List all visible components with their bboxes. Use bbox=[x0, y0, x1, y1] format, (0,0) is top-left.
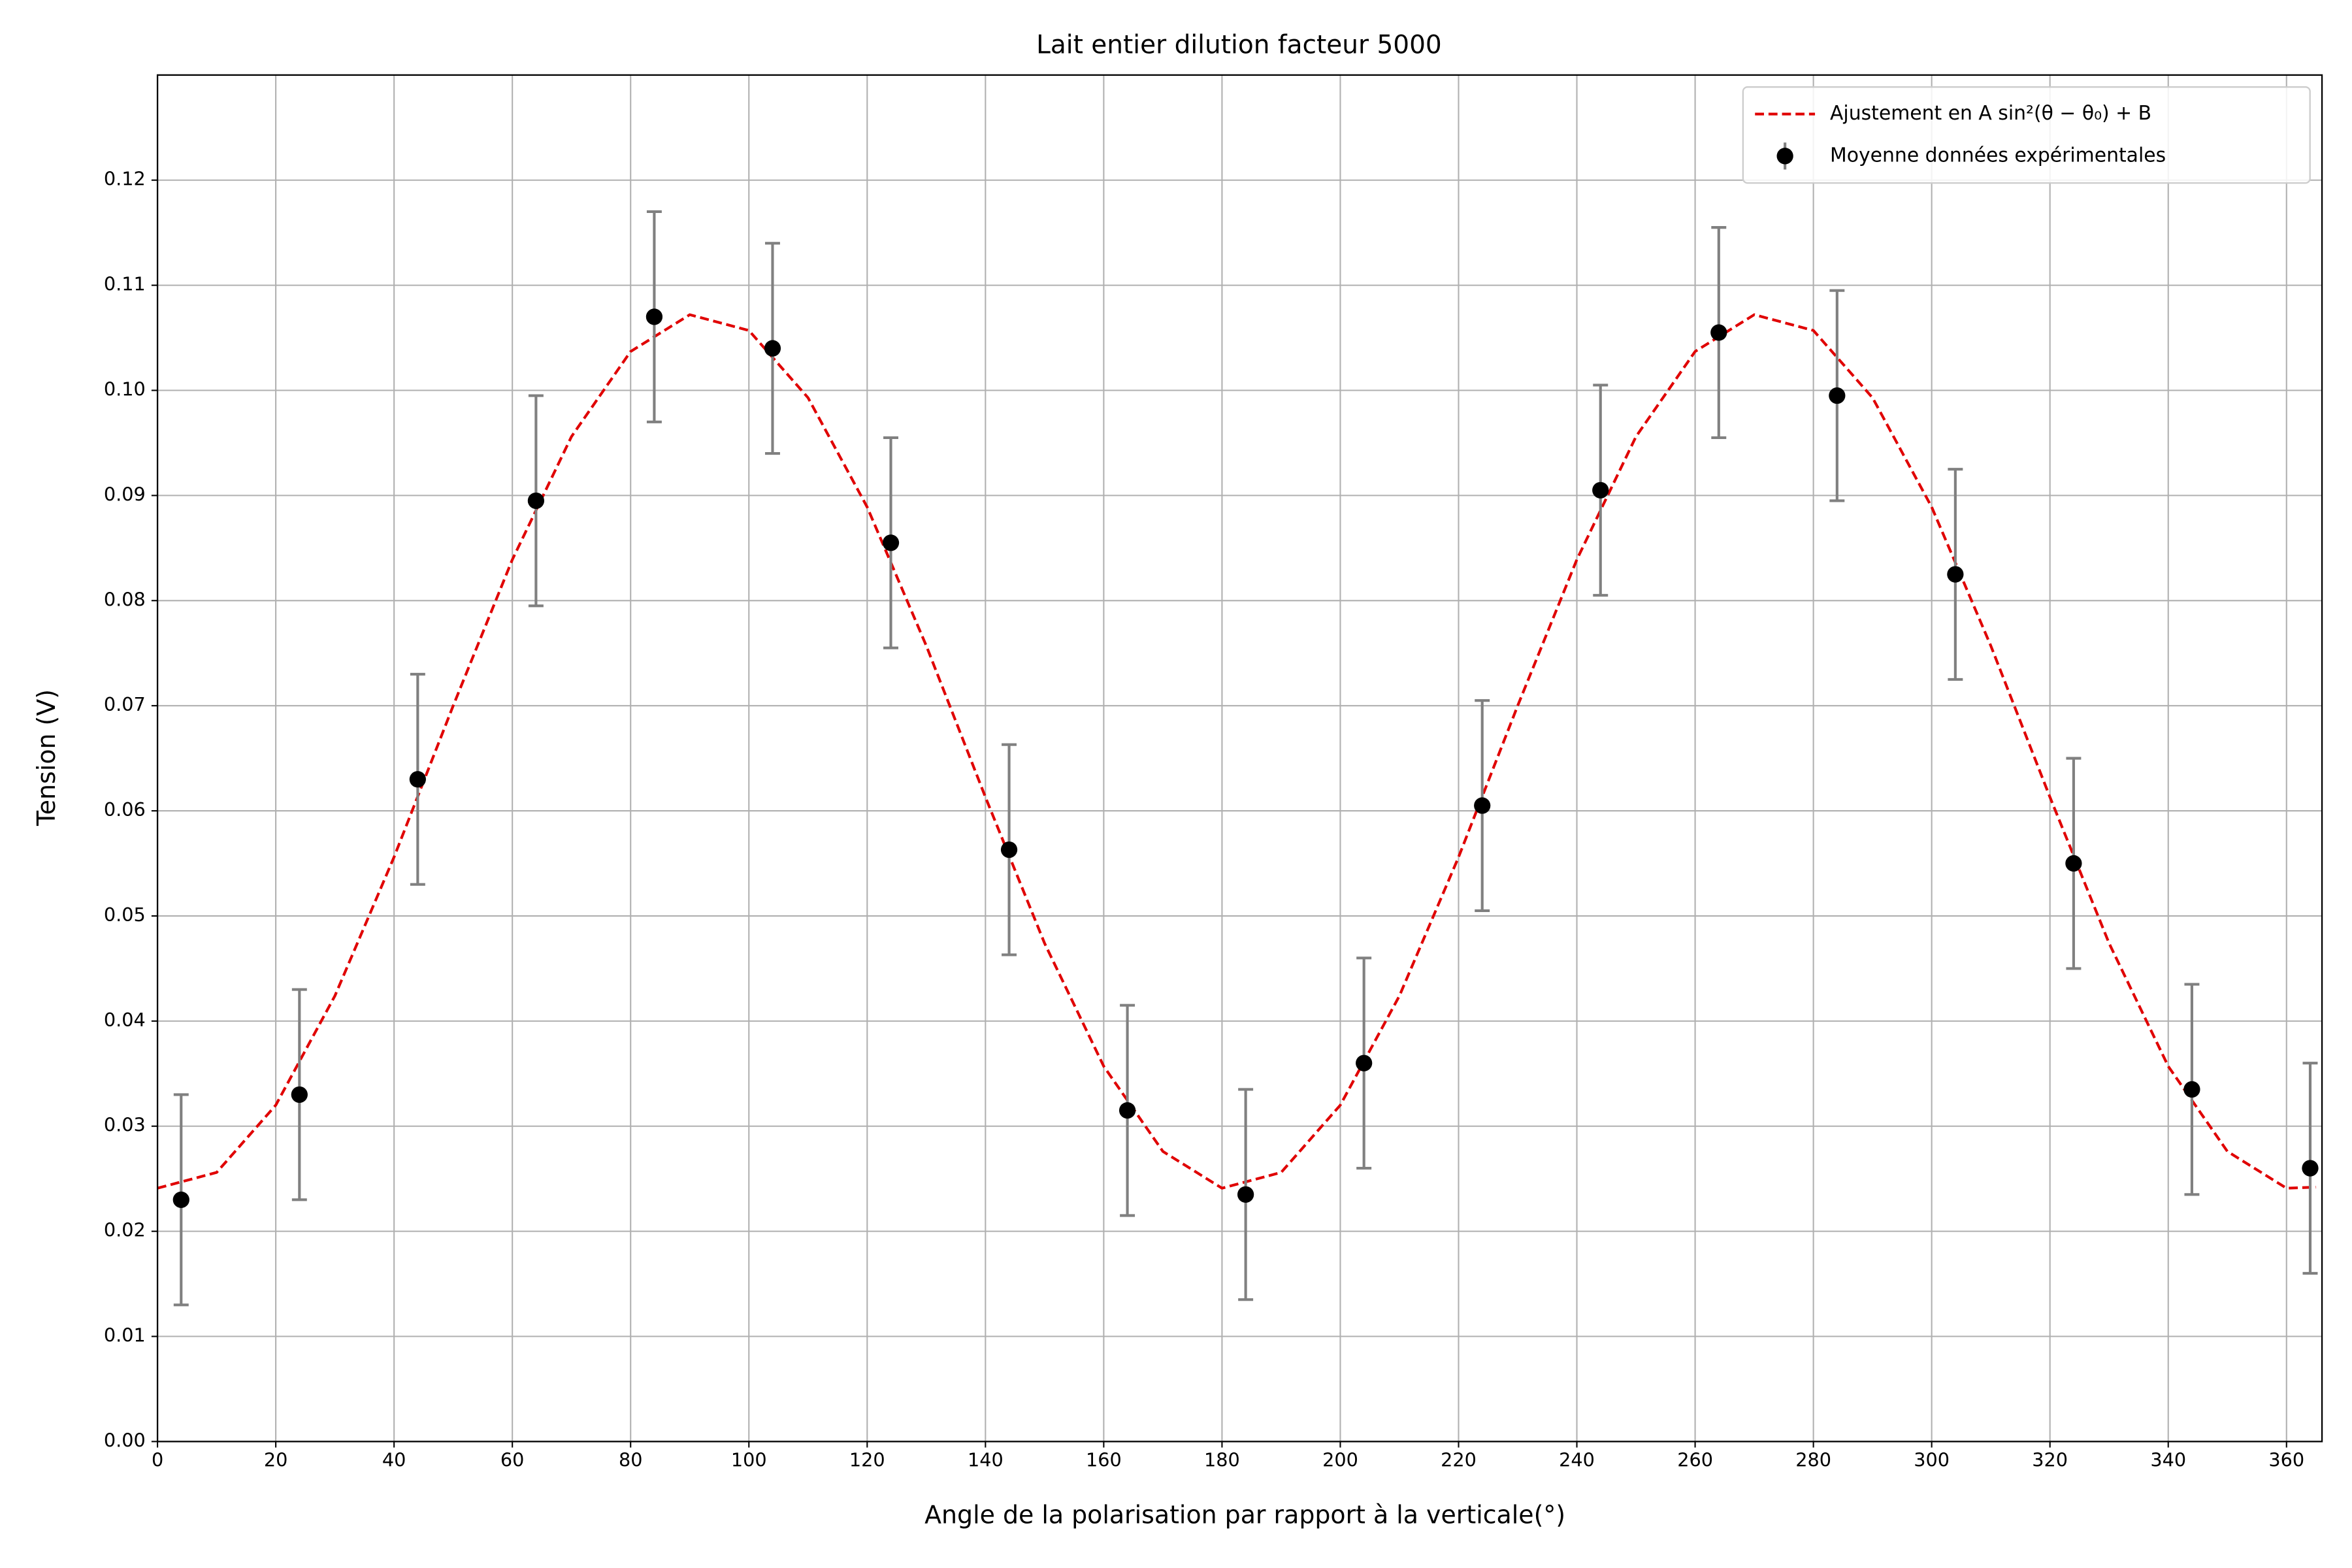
y-tick-label: 0.09 bbox=[104, 483, 146, 505]
x-tick-label: 120 bbox=[849, 1448, 885, 1471]
data-point bbox=[1947, 566, 1964, 583]
plot-frame bbox=[156, 74, 2323, 1443]
data-point bbox=[1710, 324, 1727, 341]
y-tick-label: 0.03 bbox=[104, 1114, 146, 1136]
y-tick-label: 0.05 bbox=[104, 904, 146, 926]
y-tick-label: 0.00 bbox=[104, 1429, 146, 1451]
x-tick-label: 220 bbox=[1441, 1448, 1477, 1471]
x-axis-label: Angle de la polarisation par rapport à l… bbox=[924, 1501, 1565, 1529]
x-tick-label: 100 bbox=[731, 1448, 767, 1471]
fit-curve bbox=[157, 313, 2317, 1190]
data-point bbox=[1000, 841, 1018, 858]
data-point bbox=[1119, 1102, 1136, 1119]
legend-box bbox=[1742, 86, 2311, 184]
y-tick-label: 0.08 bbox=[104, 588, 146, 610]
data-point bbox=[1474, 797, 1491, 814]
y-tick-label: 0.12 bbox=[104, 168, 146, 190]
x-tick-label: 60 bbox=[500, 1448, 525, 1471]
x-tick-label: 40 bbox=[382, 1448, 406, 1471]
data-point bbox=[2065, 855, 2082, 872]
data-point bbox=[1237, 1186, 1254, 1203]
x-tick-label: 180 bbox=[1204, 1448, 1240, 1471]
x-tick-label: 340 bbox=[2150, 1448, 2186, 1471]
x-tick-label: 80 bbox=[619, 1448, 643, 1471]
x-tick-label: 160 bbox=[1086, 1448, 1122, 1471]
legend: Ajustement en A sin²(θ − θ₀) + B Moyenne … bbox=[1742, 86, 2311, 184]
data-point bbox=[1829, 387, 1846, 404]
x-tick-label: 0 bbox=[152, 1448, 163, 1471]
data-point bbox=[764, 340, 781, 357]
x-tick-label: 320 bbox=[2032, 1448, 2068, 1471]
y-tick-label: 0.10 bbox=[104, 378, 146, 400]
legend-label: Ajustement en A sin²(θ − θ₀) + B bbox=[1830, 102, 2151, 125]
y-tick-label: 0.04 bbox=[104, 1009, 146, 1031]
data-point bbox=[2302, 1160, 2319, 1177]
data-point bbox=[645, 308, 663, 325]
legend-label: Moyenne données expérimentales bbox=[1830, 144, 2166, 167]
x-tick-label: 300 bbox=[1914, 1448, 1950, 1471]
x-tick-label: 240 bbox=[1559, 1448, 1595, 1471]
y-tick-label: 0.07 bbox=[104, 693, 146, 715]
x-tick-label: 360 bbox=[2268, 1448, 2304, 1471]
y-tick-label: 0.06 bbox=[104, 798, 146, 821]
data-point bbox=[1592, 482, 1609, 498]
data-point bbox=[2183, 1081, 2200, 1098]
x-tick-label: 20 bbox=[264, 1448, 288, 1471]
x-tick-label: 280 bbox=[1795, 1448, 1831, 1471]
data-point bbox=[1356, 1054, 1373, 1071]
x-tick-label: 140 bbox=[968, 1448, 1004, 1471]
y-tick-label: 0.01 bbox=[104, 1324, 146, 1347]
y-tick-label: 0.11 bbox=[104, 273, 146, 295]
x-tick-label: 260 bbox=[1677, 1448, 1713, 1471]
data-point bbox=[291, 1086, 308, 1103]
data-point bbox=[882, 534, 900, 551]
y-axis-label: Tension (V) bbox=[32, 689, 61, 826]
x-tick-label: 200 bbox=[1322, 1448, 1358, 1471]
y-tick-label: 0.02 bbox=[104, 1219, 146, 1241]
chart-title: Lait entier dilution facteur 5000 bbox=[1036, 31, 1442, 60]
data-point bbox=[172, 1191, 189, 1208]
data-point bbox=[409, 771, 426, 788]
data-point bbox=[527, 492, 545, 510]
legend-swatch bbox=[1776, 148, 1793, 165]
